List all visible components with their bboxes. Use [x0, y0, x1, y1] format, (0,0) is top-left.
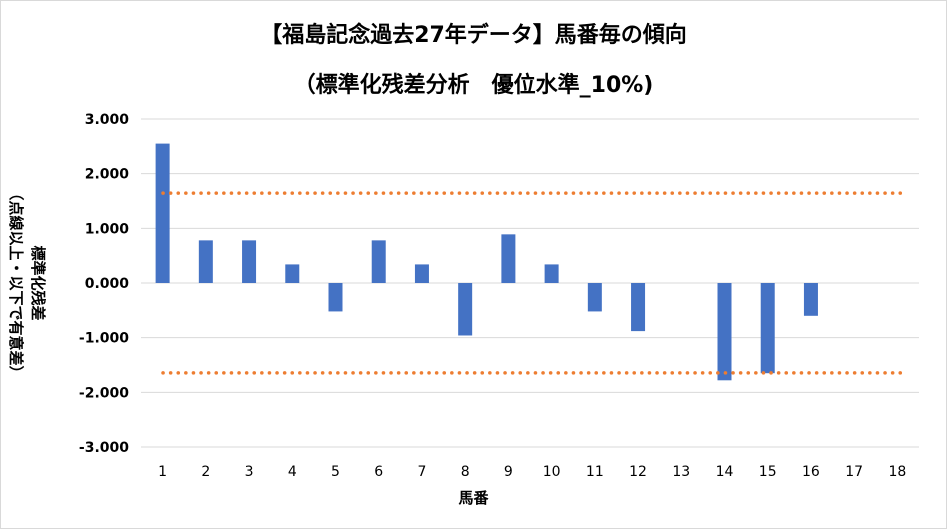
bar: [631, 283, 646, 332]
x-tick-label: 8: [461, 464, 470, 480]
y-axis-label-line2: （点線以上・以下で有意差）: [7, 185, 25, 381]
x-tick-label: 11: [586, 464, 604, 480]
x-axis-label: 馬番: [458, 489, 489, 507]
chart-title: 【福島記念過去27年データ】馬番毎の傾向: [260, 23, 687, 48]
bar: [544, 264, 559, 283]
x-tick-label: 16: [802, 464, 820, 480]
bar: [414, 264, 429, 283]
x-tick-label: 12: [629, 464, 647, 480]
chart-subtitle: （標準化残差分析 優位水準_10%): [293, 73, 654, 98]
bar: [458, 283, 473, 336]
bar: [285, 264, 300, 283]
x-tick-label: 4: [288, 464, 297, 480]
bar: [501, 234, 516, 283]
bar: [803, 283, 818, 316]
y-tick-label: 2.000: [85, 167, 130, 183]
y-tick-label: 0.000: [85, 276, 130, 292]
x-tick-label: 9: [504, 464, 513, 480]
x-tick-label: 13: [672, 464, 690, 480]
x-tick-label: 10: [543, 464, 561, 480]
y-axis-label-line1: 標準化残差: [29, 245, 47, 321]
x-tick-label: 1: [158, 464, 167, 480]
y-tick-label: 3.000: [85, 112, 130, 128]
x-tick-label: 7: [417, 464, 426, 480]
x-tick-label: 6: [374, 464, 383, 480]
x-tick-label: 2: [201, 464, 210, 480]
x-tick-label: 17: [845, 464, 863, 480]
y-axis-label: 標準化残差 （点線以上・以下で有意差）: [5, 185, 49, 380]
bar: [328, 283, 343, 312]
bar: [587, 283, 602, 312]
x-tick-label: 5: [331, 464, 340, 480]
x-tick-label: 14: [716, 464, 734, 480]
bar: [760, 283, 775, 374]
y-tick-label: -2.000: [79, 385, 129, 401]
bar: [198, 240, 213, 283]
bar: [155, 143, 170, 283]
bar: [371, 240, 386, 283]
x-tick-label: 15: [759, 464, 777, 480]
x-tick-label: 18: [888, 464, 906, 480]
x-tick-label: 3: [245, 464, 254, 480]
y-tick-label: -3.000: [79, 440, 129, 456]
bar: [242, 240, 257, 283]
y-tick-label: 1.000: [85, 221, 130, 237]
y-tick-label: -1.000: [79, 331, 129, 347]
bar: [717, 283, 732, 381]
